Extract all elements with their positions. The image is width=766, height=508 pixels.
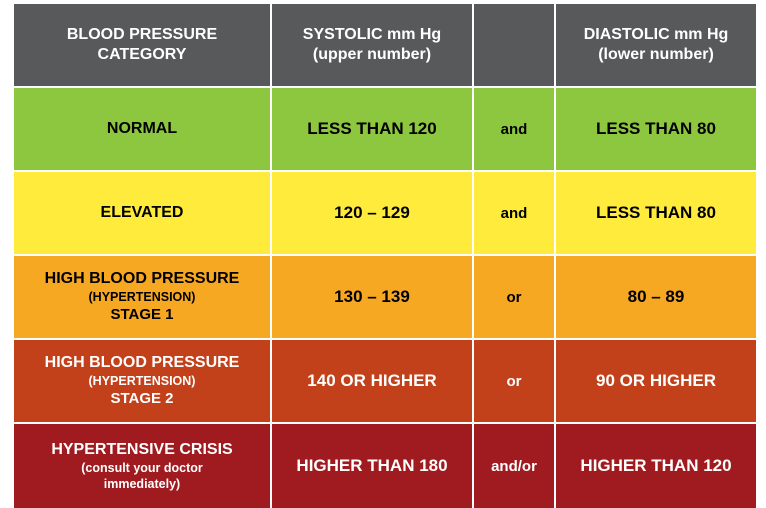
row-elevated-diastolic: LESS THAN 80 xyxy=(556,172,756,254)
row-stage2-connector: or xyxy=(474,340,554,422)
row-crisis-systolic: HIGHER THAN 180 xyxy=(272,424,472,508)
row-stage2-diastolic: 90 OR HIGHER xyxy=(556,340,756,422)
row-stage2-category: HIGH BLOOD PRESSURE (HYPERTENSION) STAGE… xyxy=(14,340,270,422)
row-stage2-category-line1: HIGH BLOOD PRESSURE xyxy=(44,354,240,371)
row-normal-connector: and xyxy=(474,88,554,170)
row-stage2-category-line2: (HYPERTENSION) xyxy=(88,374,196,388)
row-elevated-connector: and xyxy=(474,172,554,254)
row-normal-category-label: NORMAL xyxy=(106,120,178,137)
row-stage1-connector: or xyxy=(474,256,554,338)
row-crisis-category-line2: (consult your doctor xyxy=(81,461,203,475)
blood-pressure-table: BLOOD PRESSURE CATEGORY SYSTOLIC mm Hg (… xyxy=(14,4,756,508)
row-stage2-systolic: 140 OR HIGHER xyxy=(272,340,472,422)
row-crisis-category-line3: immediately) xyxy=(103,477,181,491)
row-elevated-systolic: 120 – 129 xyxy=(272,172,472,254)
header-diastolic-line1: DIASTOLIC mm Hg xyxy=(583,26,729,43)
header-diastolic-line2: (lower number) xyxy=(598,46,714,63)
header-category-line1: BLOOD PRESSURE xyxy=(66,26,218,43)
row-normal-category: NORMAL xyxy=(14,88,270,170)
header-systolic-line1: SYSTOLIC mm Hg xyxy=(302,26,442,43)
row-crisis-category-line1: HYPERTENSIVE CRISIS xyxy=(51,441,233,458)
row-stage1-category-line1: HIGH BLOOD PRESSURE xyxy=(44,270,240,287)
row-normal-systolic: LESS THAN 120 xyxy=(272,88,472,170)
header-systolic: SYSTOLIC mm Hg (upper number) xyxy=(272,4,472,86)
header-diastolic: DIASTOLIC mm Hg (lower number) xyxy=(556,4,756,86)
row-stage1-category-line2: (HYPERTENSION) xyxy=(88,290,196,304)
row-crisis-category: HYPERTENSIVE CRISIS (consult your doctor… xyxy=(14,424,270,508)
row-stage1-category-line3: STAGE 1 xyxy=(110,306,174,323)
row-stage1-category: HIGH BLOOD PRESSURE (HYPERTENSION) STAGE… xyxy=(14,256,270,338)
row-elevated-category: ELEVATED xyxy=(14,172,270,254)
header-category: BLOOD PRESSURE CATEGORY xyxy=(14,4,270,86)
row-normal-diastolic: LESS THAN 80 xyxy=(556,88,756,170)
header-category-line2: CATEGORY xyxy=(97,46,187,63)
row-crisis-connector: and/or xyxy=(474,424,554,508)
row-stage1-systolic: 130 – 139 xyxy=(272,256,472,338)
row-elevated-category-label: ELEVATED xyxy=(100,204,184,221)
header-connector xyxy=(474,4,554,86)
row-crisis-diastolic: HIGHER THAN 120 xyxy=(556,424,756,508)
header-systolic-line2: (upper number) xyxy=(312,46,432,63)
row-stage2-category-line3: STAGE 2 xyxy=(110,390,174,407)
row-stage1-diastolic: 80 – 89 xyxy=(556,256,756,338)
